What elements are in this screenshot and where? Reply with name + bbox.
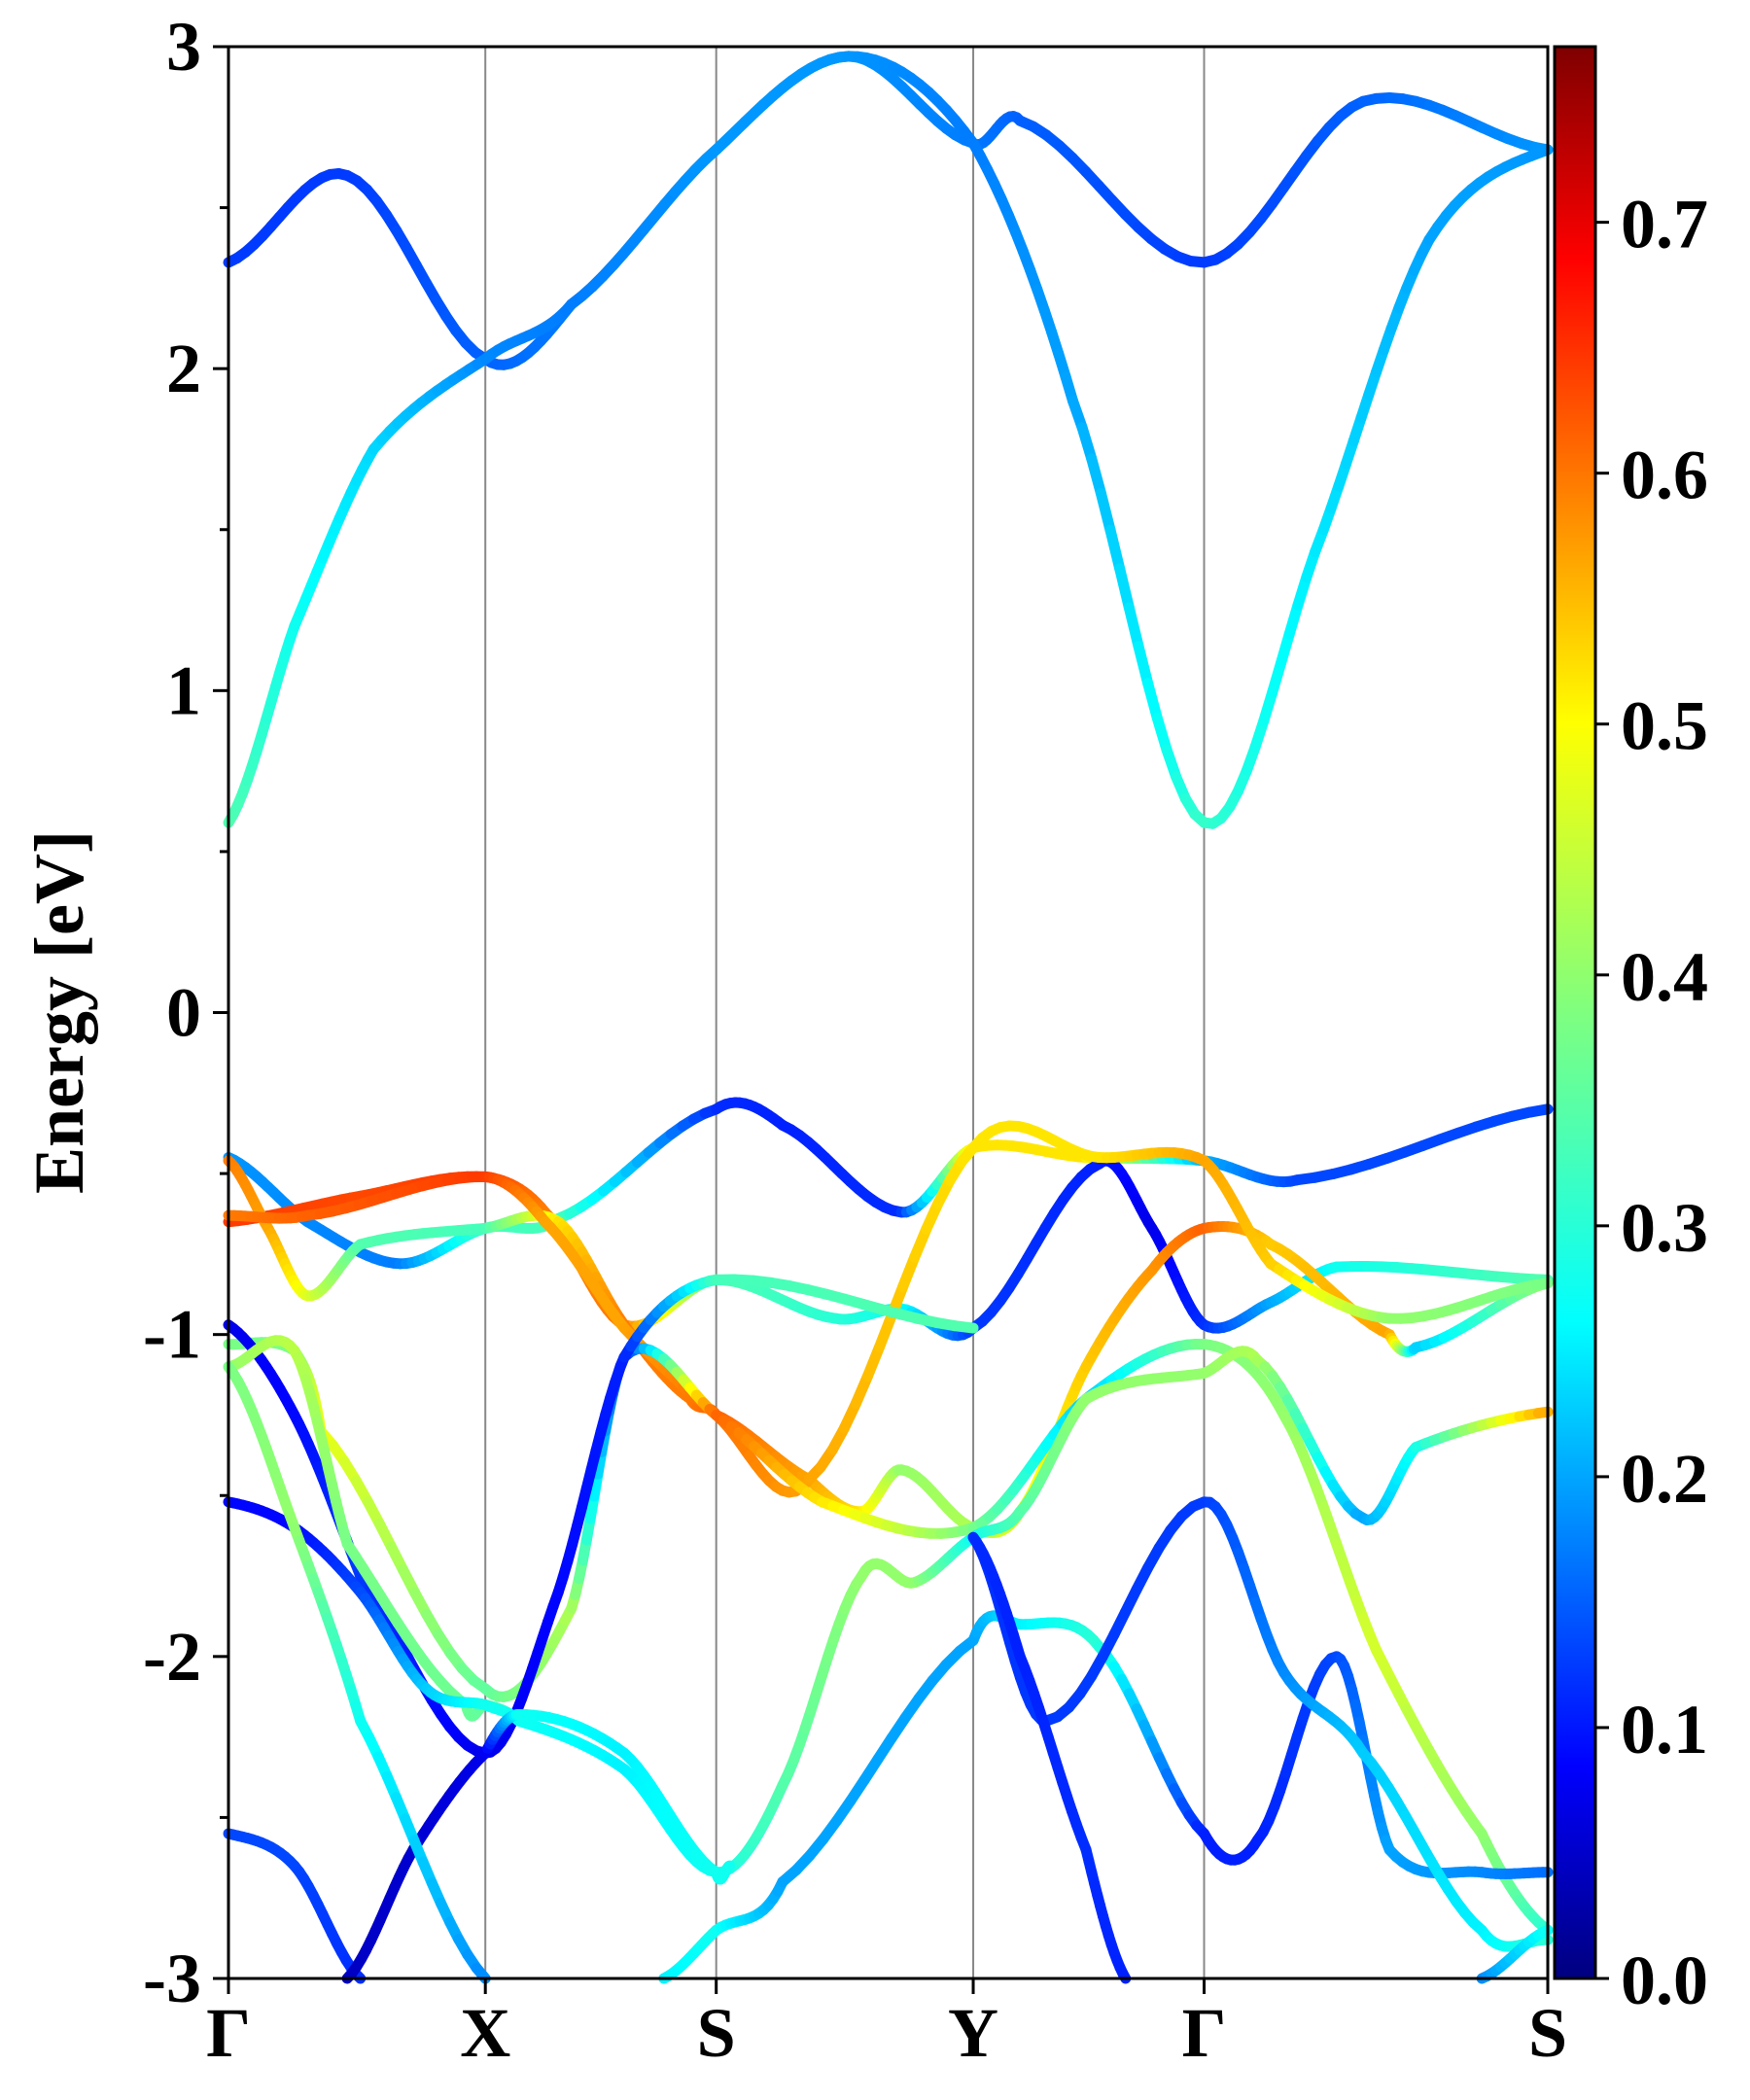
y-tick-label: -2 (143, 1618, 201, 1696)
colorbar: 0.0 0.1 0.2 0.3 0.4 0.5 0.6 0.7 (1553, 45, 1708, 2019)
colorbar-tick-label: 0.4 (1621, 938, 1708, 1016)
band-segment (1095, 487, 1116, 536)
x-tick-label: S (697, 1994, 736, 2072)
x-tick-label: Γ (1182, 1994, 1227, 2072)
y-tick-label: 3 (166, 8, 201, 86)
colorbar-tick-label: 0.1 (1621, 1691, 1708, 1768)
x-tick-label: S (1528, 1994, 1567, 2072)
band-v9 (223, 1828, 367, 1984)
x-tick-label: Y (948, 1994, 998, 2072)
colorbar-tick-label: 0.3 (1621, 1189, 1708, 1267)
band-segment (1114, 563, 1135, 613)
band-segment (1530, 1278, 1554, 1290)
band-v10 (341, 1708, 736, 1984)
band-c1 (223, 51, 1554, 829)
band-v15 (1476, 1924, 1554, 1984)
band-v11 (223, 1361, 491, 1984)
band-v3 (223, 1155, 1554, 1539)
colorbar-ticks: 0.0 0.1 0.2 0.3 0.4 0.5 0.6 0.7 (1595, 186, 1708, 2019)
colorbar-gradient (1553, 45, 1597, 1980)
band-v14 (967, 1531, 1132, 1984)
colorbar-tick-label: 0.6 (1621, 437, 1708, 514)
band-segment (1104, 524, 1126, 575)
band-segment (1142, 678, 1163, 724)
band-segment (1524, 1103, 1554, 1118)
colorbar-tick-label: 0.5 (1621, 687, 1708, 765)
band-lines (223, 51, 1554, 1984)
y-tick-label: 0 (166, 974, 201, 1052)
y-axis-label: Energy [eV] (20, 830, 98, 1194)
high-symmetry-lines (484, 47, 1206, 1978)
band-segment (1133, 641, 1154, 689)
band-segment (1123, 602, 1144, 652)
x-tick-label: X (460, 1994, 510, 2072)
y-tick-label: -3 (143, 1940, 201, 2017)
band-c2 (223, 51, 1554, 370)
y-tick-label: -1 (143, 1296, 201, 1374)
colorbar-tick-label: 0.7 (1621, 186, 1708, 263)
band-segment (723, 1860, 736, 1872)
band-segment (1086, 453, 1106, 499)
x-tick-label: Γ (206, 1994, 251, 2072)
y-tick-label: 1 (166, 651, 201, 729)
y-tick-label: 2 (166, 330, 201, 407)
band-v4 (223, 1120, 1554, 1498)
band-segment (949, 1320, 979, 1334)
colorbar-tick-label: 0.2 (1621, 1440, 1708, 1518)
band-v13 (967, 1496, 1554, 1952)
band-segment (1076, 422, 1098, 465)
colorbar-tick-label: 0.0 (1621, 1942, 1708, 2019)
y-axis: -3 -2 -1 0 1 2 3 (143, 8, 228, 2017)
band-v5 (223, 1337, 1554, 1936)
band-segment (1532, 1406, 1554, 1419)
band-segment (471, 1962, 491, 1984)
band-segment (873, 1312, 897, 1353)
band-segment (1151, 713, 1172, 755)
